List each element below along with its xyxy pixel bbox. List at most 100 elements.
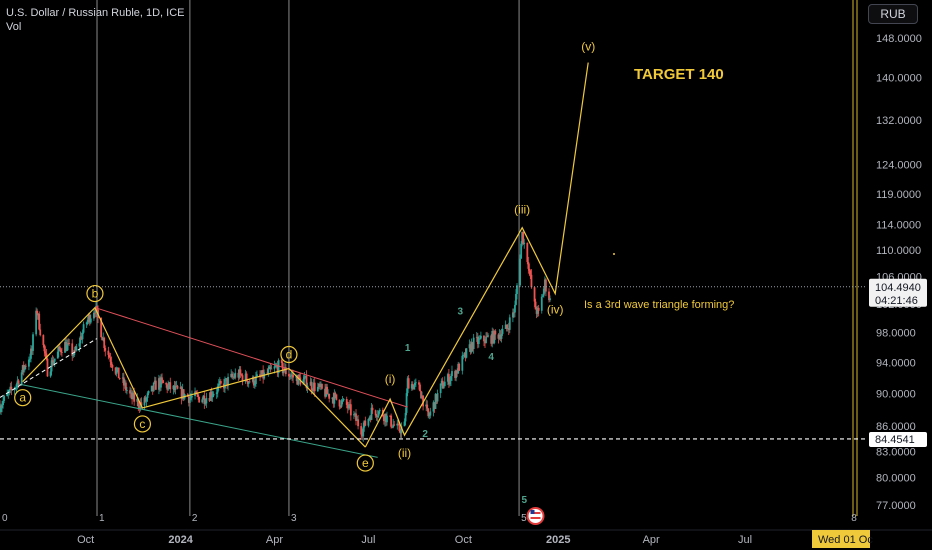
candle-down <box>321 383 323 389</box>
candle-up <box>429 411 432 416</box>
candle-up <box>9 386 12 390</box>
candle-up <box>312 382 315 391</box>
candle-up <box>21 365 24 373</box>
us-flag-stripe <box>530 517 541 519</box>
candle-down <box>74 349 77 351</box>
wave-label-v: (v) <box>581 40 595 54</box>
candle-down <box>101 337 104 341</box>
candle-up <box>87 314 90 320</box>
candle-up <box>82 324 85 333</box>
candle-down <box>281 362 284 374</box>
subwave-label-2: 2 <box>422 429 428 440</box>
price-tick: 124.0000 <box>876 159 922 171</box>
candle-down <box>159 378 161 388</box>
candle-up <box>251 376 254 382</box>
candle-down <box>313 382 316 392</box>
candle-up <box>215 392 218 394</box>
candle-down <box>484 341 486 344</box>
candle-up <box>400 426 403 434</box>
candle-up <box>244 373 247 382</box>
candle-up <box>521 231 524 244</box>
candle-down <box>385 413 387 423</box>
wave-label-i: (i) <box>385 372 396 386</box>
trendlines <box>0 307 408 458</box>
currency-button[interactable]: RUB <box>868 4 918 24</box>
wave-label-ii: (ii) <box>398 446 411 460</box>
candle-down <box>71 343 74 356</box>
time-tick: 2025 <box>546 534 570 546</box>
candle-down <box>248 381 251 383</box>
candle-up <box>403 421 406 427</box>
price-axis: 148.0000 140.0000 132.0000 124.0000 119.0000… <box>866 0 932 530</box>
candle-down <box>292 374 294 378</box>
candle-up <box>356 419 358 421</box>
candle-down <box>131 392 133 400</box>
candle-down <box>324 388 326 397</box>
candle-down <box>357 419 359 427</box>
candle-down <box>528 268 531 271</box>
candle-up <box>64 342 66 353</box>
candle-up <box>370 407 373 420</box>
candle-up <box>147 391 150 394</box>
candle-up <box>353 414 355 416</box>
candle-up <box>211 395 214 398</box>
candle-up <box>204 403 207 405</box>
candle-down <box>338 399 341 407</box>
horizontal-lines <box>0 286 866 440</box>
candle-down <box>239 369 242 375</box>
candle-down <box>124 382 127 391</box>
candle-down <box>458 363 461 371</box>
candle-down <box>456 370 459 374</box>
time-tick: Jul <box>738 534 752 546</box>
candle-down <box>348 404 351 406</box>
candle-down <box>433 402 436 409</box>
candle-up <box>275 365 278 367</box>
candle-down <box>534 301 537 310</box>
candle-up <box>81 332 84 340</box>
candle-up <box>232 376 235 378</box>
candle-down <box>187 396 190 403</box>
candle-up <box>224 379 226 389</box>
red-trendline <box>94 307 408 408</box>
candle-up <box>317 383 320 387</box>
candle-up <box>274 366 277 367</box>
candle-down <box>197 394 200 397</box>
price-tick: 98.0000 <box>876 328 916 340</box>
candle-up <box>333 393 336 404</box>
price-tick: 94.0000 <box>876 357 916 369</box>
candle-down <box>166 384 169 390</box>
candles <box>0 231 551 442</box>
candle-up <box>53 358 56 362</box>
vertical-cycle-lines <box>96 0 858 516</box>
candle-up <box>116 367 119 370</box>
candle-down <box>39 329 42 336</box>
candle-up <box>230 373 233 377</box>
candle-up <box>0 407 2 412</box>
candle-up <box>491 330 494 344</box>
candle-down <box>22 365 25 371</box>
candle-up <box>487 335 490 337</box>
candle-down <box>537 307 540 311</box>
candle-up <box>66 344 68 351</box>
candle-up <box>190 397 192 399</box>
candle-up <box>160 377 162 388</box>
candle-up <box>504 324 507 329</box>
candle-up <box>126 390 128 392</box>
candle-up <box>277 360 280 374</box>
candle-down <box>535 309 538 314</box>
time-tick: Apr <box>643 534 660 546</box>
candle-down <box>59 349 62 353</box>
candle-up <box>406 378 409 394</box>
candle-up <box>377 411 380 416</box>
candle-down <box>176 385 179 389</box>
dashed-trendline <box>0 338 98 398</box>
wave-label-c: c <box>139 417 145 431</box>
candle-down <box>326 386 329 395</box>
candle-up <box>49 371 52 377</box>
candle-down <box>203 395 206 404</box>
candle-up <box>442 386 445 389</box>
candle-up <box>218 381 221 384</box>
candle-down <box>494 330 497 335</box>
